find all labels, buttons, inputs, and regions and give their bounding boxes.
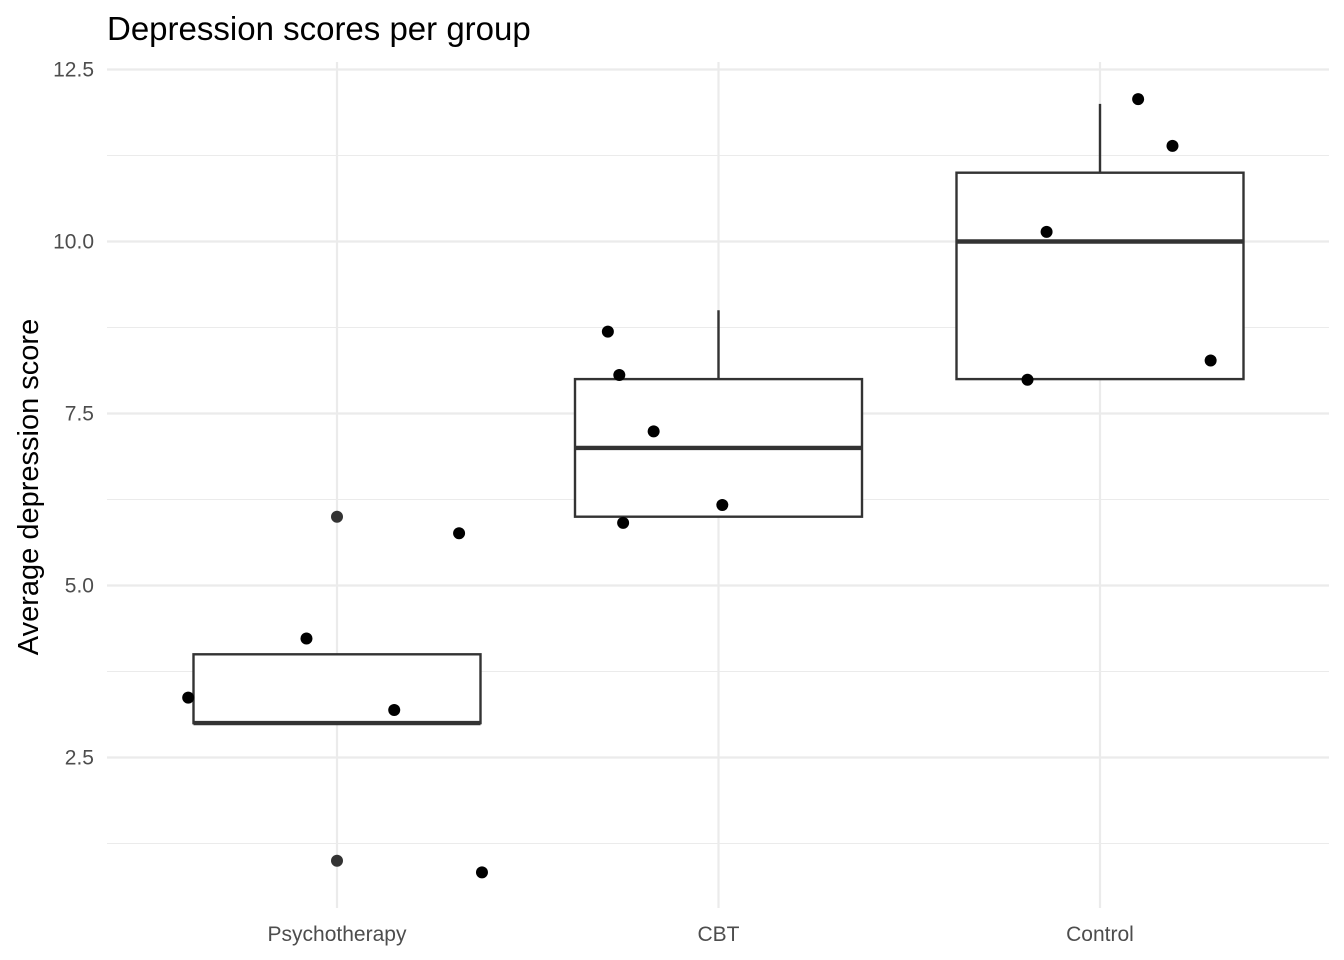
jitter-point — [453, 527, 466, 540]
x-tick-label: CBT — [698, 923, 740, 946]
box-control — [955, 103, 1245, 381]
x-tick-labels: Psychotherapy CBT Control — [268, 923, 1134, 946]
y-tick-label: 7.5 — [65, 403, 94, 426]
y-tick-label: 10.0 — [53, 231, 94, 254]
box-psychotherapy — [192, 510, 482, 867]
y-tick-label: 12.5 — [53, 59, 94, 82]
box-iqr — [192, 653, 482, 725]
outlier-point — [331, 510, 343, 523]
jitter-point — [388, 704, 401, 717]
x-tick-label: Control — [1066, 923, 1134, 946]
jitter-point — [1132, 93, 1145, 106]
data-points — [182, 93, 1217, 879]
jitter-point — [300, 632, 313, 645]
outlier-point — [331, 854, 343, 867]
x-tick-label: Psychotherapy — [268, 923, 407, 946]
jitter-point — [1021, 373, 1034, 386]
grid-lines — [107, 62, 1329, 908]
chart-title: Depression scores per group — [107, 10, 531, 47]
jitter-point — [647, 425, 660, 438]
jitter-point — [182, 691, 195, 704]
y-tick-label: 5.0 — [65, 575, 94, 598]
y-axis-label: Average depression score — [13, 319, 45, 655]
jitter-point — [617, 516, 630, 529]
y-tick-label: 2.5 — [65, 747, 94, 770]
y-tick-labels: 2.5 5.0 7.5 10.0 12.5 — [53, 59, 94, 770]
jitter-point — [475, 866, 488, 879]
jitter-point — [613, 368, 626, 381]
jitter-point — [601, 325, 614, 338]
jitter-point — [1166, 139, 1179, 152]
jitter-point — [716, 499, 729, 512]
jitter-point — [1040, 225, 1053, 238]
jitter-point — [1204, 354, 1217, 367]
boxes — [192, 103, 1245, 867]
box-iqr — [955, 171, 1245, 381]
box-cbt — [573, 310, 864, 518]
